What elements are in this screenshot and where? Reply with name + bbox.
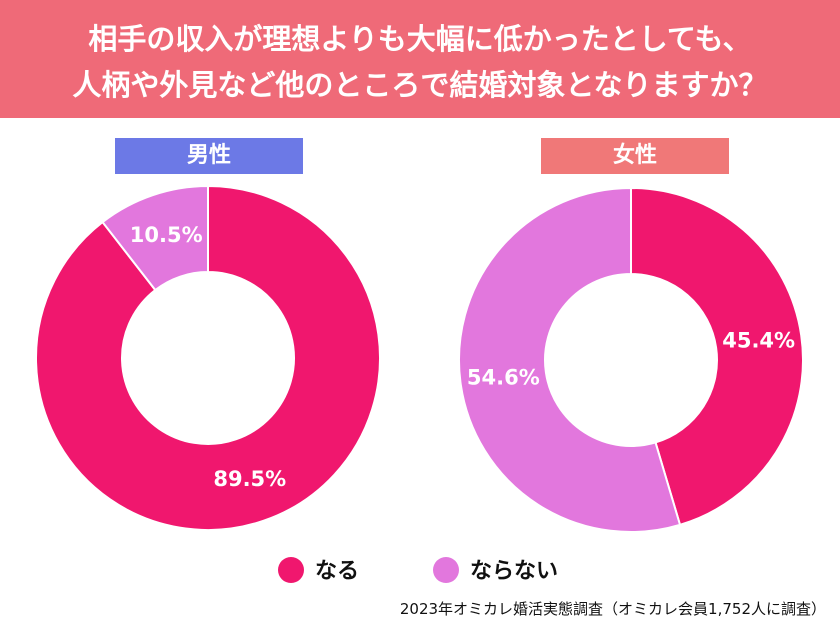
female-slice-naru (630, 186, 804, 527)
chart-title-male: 男性 (115, 138, 303, 174)
legend-label-naru: なる (315, 559, 360, 584)
female-label-naranai: 54.6% (467, 366, 540, 390)
male-label-naranai: 10.5% (130, 223, 203, 247)
title-banner: 相手の収入が理想よりも大幅に低かったとしても、 人柄や外見など他のところで結婚対… (0, 0, 840, 118)
male-slice-naru (35, 184, 381, 531)
legend-dot-naranai (433, 557, 459, 583)
chart-title-female: 女性 (541, 138, 729, 174)
male-slice-naranai (101, 184, 209, 292)
legend-label-naranai: ならない (470, 559, 559, 584)
source-note: 2023年オミカレ婚活実態調査（オミカレ会員1,752人に調査） (399, 600, 826, 618)
female-slice-naranai (458, 186, 682, 533)
title-line-1: 相手の収入が理想よりも大幅に低かったとしても、 (88, 22, 752, 56)
male-label-naru: 89.5% (213, 467, 286, 491)
female-label-naru: 45.4% (722, 328, 795, 352)
legend-dot-naru (278, 557, 304, 583)
title-line-2: 人柄や外見など他のところで結婚対象となりますか？ (72, 68, 768, 102)
